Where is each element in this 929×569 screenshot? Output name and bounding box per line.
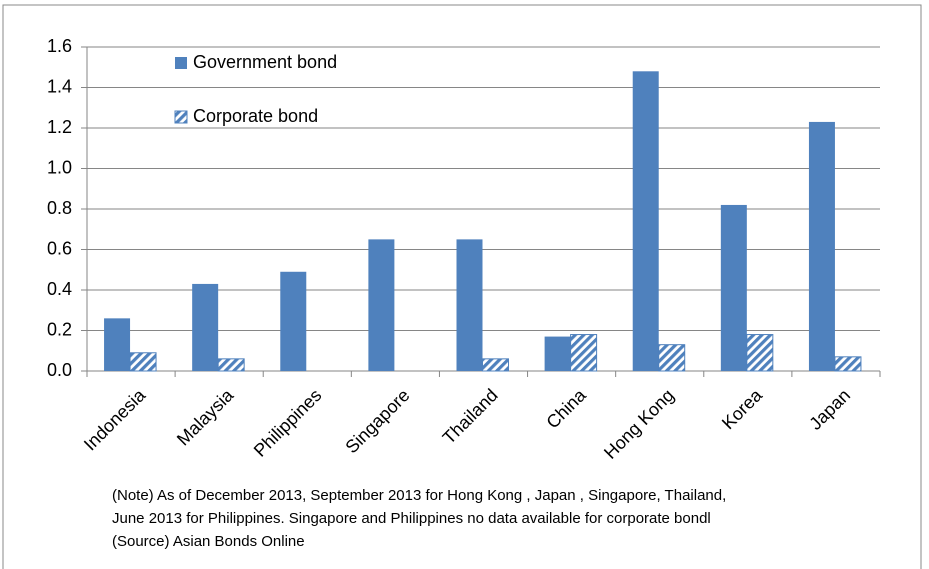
bar (192, 283, 219, 371)
x-tick-label: Malaysia (173, 384, 238, 449)
x-tick-label: China (542, 384, 590, 432)
bar (570, 334, 598, 372)
bar (746, 334, 774, 372)
note: June 2013 for Philippines. Singapore and… (112, 510, 711, 527)
bar (808, 121, 835, 371)
y-tick-label: 1.2 (47, 117, 72, 137)
bar (280, 271, 307, 371)
note: (Note) As of December 2013, September 20… (112, 487, 726, 504)
x-tick-label: Hong Kong (600, 385, 678, 463)
x-tick-label: Japan (805, 385, 854, 434)
bar (456, 239, 483, 371)
legend-swatch (174, 110, 188, 124)
y-tick-label: 0.8 (47, 198, 72, 218)
y-tick-label: 0.0 (47, 360, 72, 380)
x-tick-label: Korea (718, 384, 767, 433)
frame (2, 4, 922, 569)
x-tick-label: Thailand (439, 385, 502, 448)
y-tick-label: 0.4 (47, 279, 72, 299)
y-tick-label: 1.4 (47, 76, 72, 96)
bar (368, 239, 395, 371)
x-tick-label: Indonesia (80, 384, 150, 454)
note: (Source) Asian Bonds Online (112, 533, 305, 550)
y-tick-label: 0.2 (47, 319, 72, 339)
legend-swatch (175, 57, 187, 69)
bar (544, 336, 571, 371)
bar (482, 358, 509, 372)
legend-label: Government bond (193, 52, 337, 72)
y-tick-label: 1.6 (47, 36, 72, 56)
x-tick-label: Philippines (250, 385, 326, 461)
y-tick-label: 1.0 (47, 157, 72, 177)
legend-label: Corporate bond (193, 106, 318, 126)
y-tick-label: 0.6 (47, 238, 72, 258)
bar (217, 358, 245, 372)
x-tick-label: Singapore (341, 385, 413, 457)
bar (129, 352, 157, 372)
bar (720, 204, 747, 371)
bar (658, 344, 686, 372)
bar (834, 356, 862, 372)
bar (632, 71, 659, 372)
bar (104, 318, 131, 371)
